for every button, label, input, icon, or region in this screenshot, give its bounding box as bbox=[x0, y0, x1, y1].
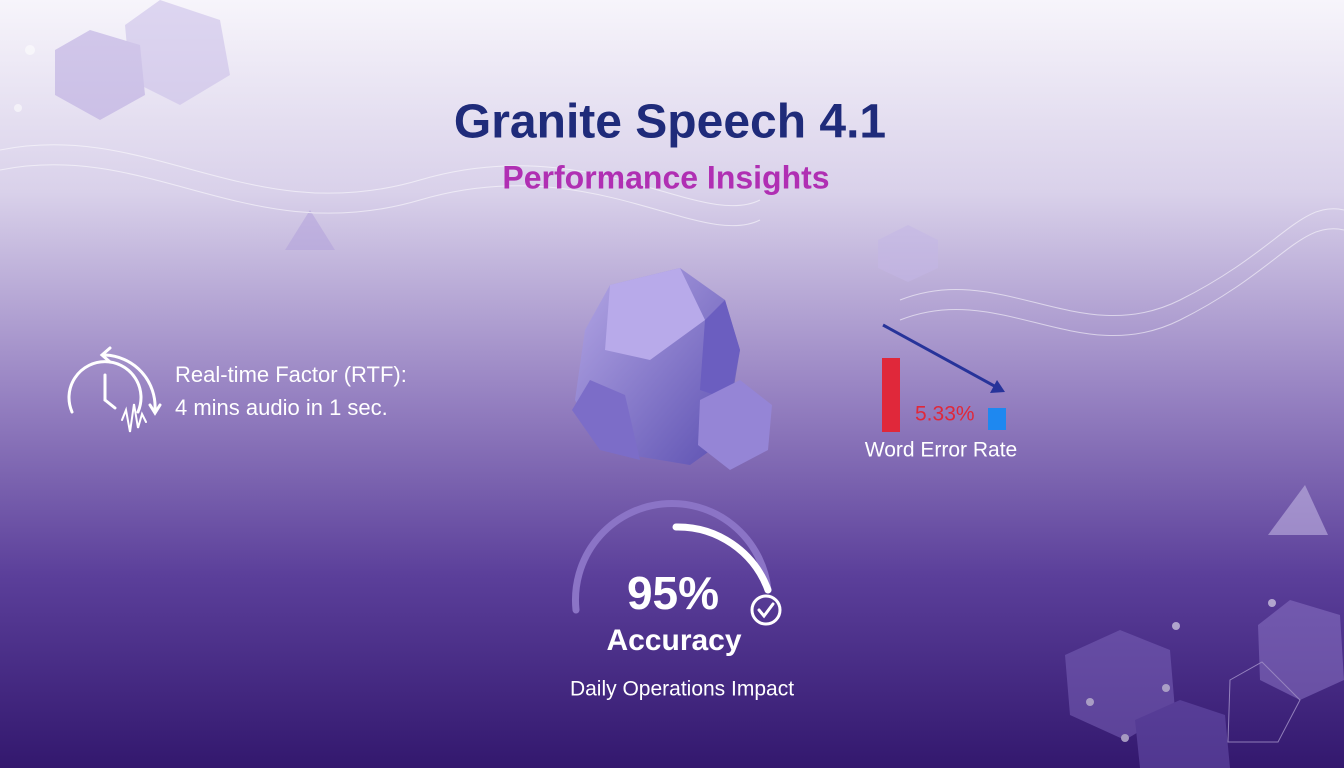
title: Granite Speech 4.1 bbox=[454, 96, 886, 149]
wer-label: Word Error Rate bbox=[865, 439, 1018, 462]
clock-icon bbox=[67, 346, 162, 433]
granite-rock bbox=[572, 268, 772, 470]
accuracy-caption: Daily Operations Impact bbox=[570, 678, 794, 701]
rtf-line-1: Real-time Factor (RTF): bbox=[175, 362, 407, 387]
subtitle: Performance Insights bbox=[502, 159, 829, 195]
accuracy-label: Accuracy bbox=[606, 624, 741, 657]
accuracy-gauge bbox=[572, 500, 782, 626]
wer-graphic bbox=[882, 323, 1006, 432]
rtf-line-2: 4 mins audio in 1 sec. bbox=[175, 395, 388, 420]
accuracy-value: 95% bbox=[627, 567, 719, 619]
wer-value: 5.33% bbox=[915, 403, 975, 426]
